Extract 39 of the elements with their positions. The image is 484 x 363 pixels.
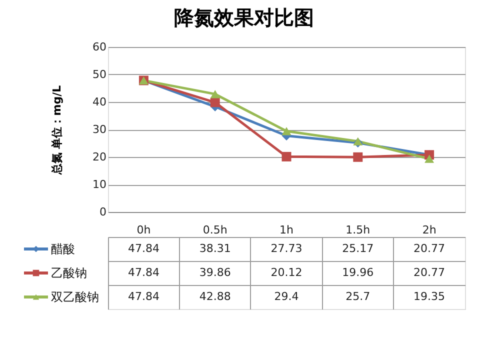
point bbox=[353, 152, 363, 162]
legend-label: 乙酸钠 bbox=[51, 266, 87, 280]
point bbox=[210, 90, 220, 98]
data-label: 20.77 bbox=[414, 266, 446, 279]
data-label: 39.86 bbox=[199, 266, 231, 279]
y-axis-title: 总氮 单位：mg/L bbox=[50, 85, 64, 176]
y-tick-label: 40 bbox=[92, 96, 106, 108]
point bbox=[282, 152, 292, 162]
y-tick-label: 0 bbox=[100, 206, 106, 218]
data-label: 19.35 bbox=[414, 290, 446, 303]
y-tick-label: 10 bbox=[92, 178, 106, 191]
y-tick-label: 60 bbox=[92, 40, 106, 54]
data-label: 25.7 bbox=[346, 290, 370, 303]
y-tick-label: 50 bbox=[92, 68, 106, 81]
data-label: 42.88 bbox=[199, 290, 231, 303]
data-label: 27.73 bbox=[270, 242, 302, 255]
y-tick-label: 20 bbox=[92, 150, 106, 164]
legend-label: 醋酸 bbox=[51, 242, 75, 256]
point bbox=[353, 137, 363, 146]
point bbox=[210, 98, 220, 108]
data-label: 20.77 bbox=[414, 242, 446, 255]
x-tick-label: 0h bbox=[136, 224, 151, 236]
data-label: 47.84 bbox=[128, 290, 160, 303]
x-tick-label: 1h bbox=[280, 224, 294, 236]
data-label: 19.96 bbox=[342, 266, 374, 279]
data-label: 29.4 bbox=[274, 290, 299, 303]
legend-label: 双乙酸钠 bbox=[51, 290, 99, 304]
chart-title: 降氮效果对比图 bbox=[174, 6, 314, 30]
point bbox=[282, 127, 292, 136]
data-label: 47.84 bbox=[128, 242, 160, 255]
x-tick-label: 1.5h bbox=[346, 224, 370, 236]
x-tick-label: 2h bbox=[422, 224, 436, 236]
point bbox=[424, 154, 434, 163]
y-tick-label: 30 bbox=[92, 123, 106, 136]
data-label: 38.31 bbox=[199, 242, 231, 255]
data-label: 25.17 bbox=[342, 242, 374, 255]
data-label: 20.12 bbox=[270, 266, 302, 279]
data-label: 47.84 bbox=[128, 266, 160, 279]
x-tick-label: 0.5h bbox=[202, 224, 228, 236]
